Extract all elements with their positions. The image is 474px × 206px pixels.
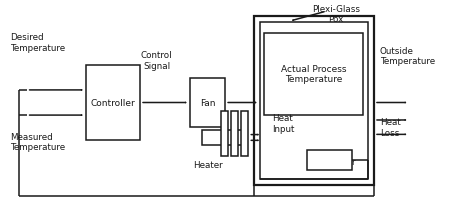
Bar [260,23,368,179]
Text: Controller: Controller [91,98,135,108]
Text: Thermistor: Thermistor [308,157,356,166]
Bar [231,111,238,156]
Text: Control
Signal: Control Signal [141,51,173,70]
Text: Measured
Temperature: Measured Temperature [10,132,65,152]
Text: Outside
Temperature: Outside Temperature [380,46,435,66]
Bar [264,33,363,115]
Bar [201,131,243,145]
Text: Heater: Heater [193,160,223,169]
Text: Heat
Loss: Heat Loss [380,118,401,137]
Bar [241,111,248,156]
Text: Plexi-Glass
Pox: Plexi-Glass Pox [312,5,360,24]
Text: Actual Process
Temperature: Actual Process Temperature [281,65,346,84]
Bar [221,111,228,156]
Bar [86,66,140,140]
Text: Heat
Input: Heat Input [273,114,295,133]
Text: Fan: Fan [200,98,215,108]
Bar [254,17,374,185]
Text: Desired
Temperature: Desired Temperature [10,33,65,52]
Bar [307,150,352,171]
Bar [190,78,225,128]
